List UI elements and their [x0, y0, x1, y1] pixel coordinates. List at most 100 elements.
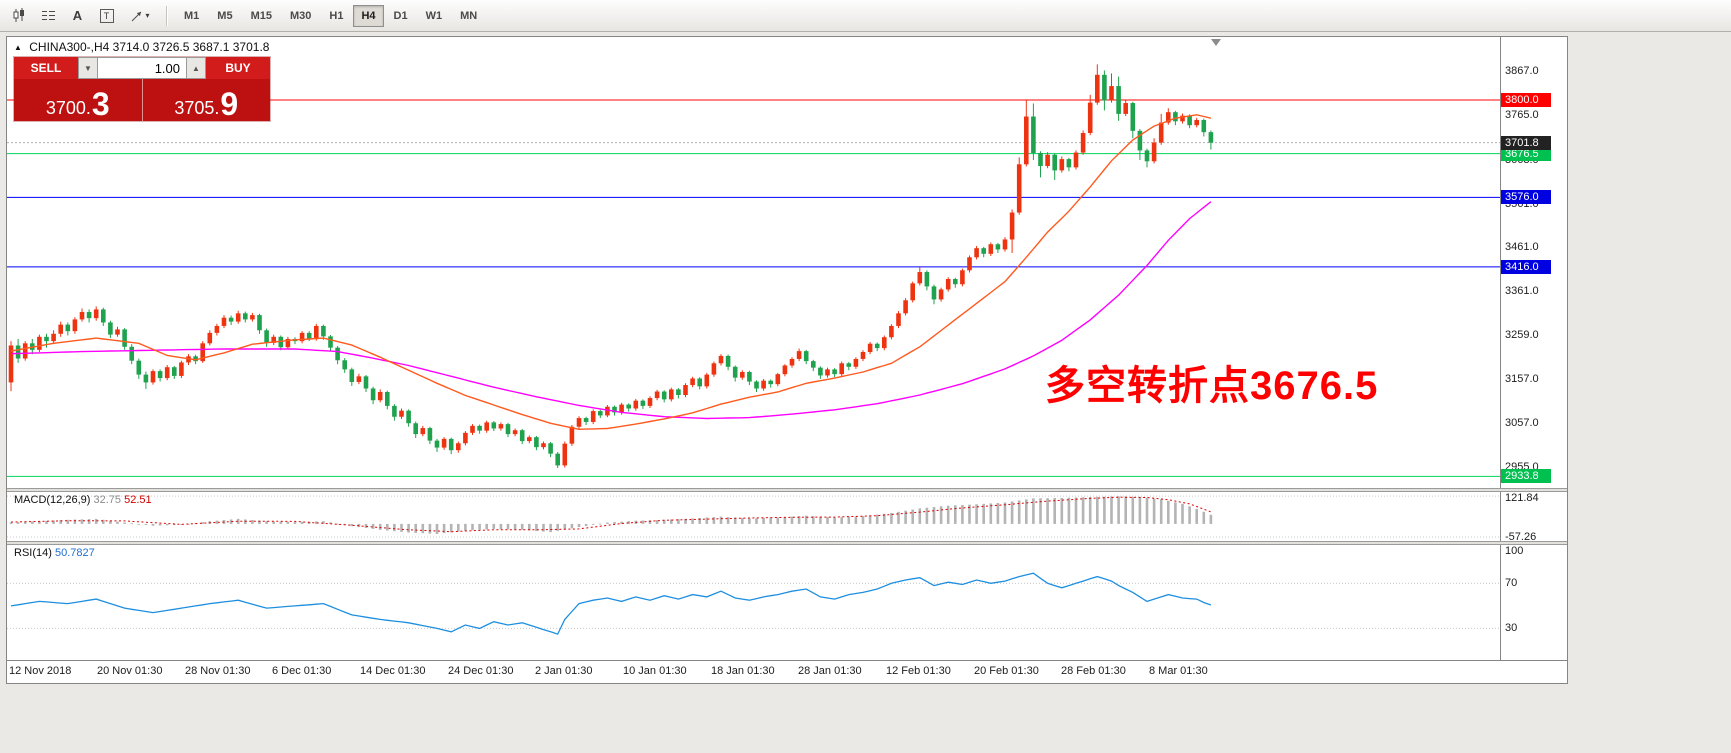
timeframe-M15[interactable]: M15: [250, 9, 272, 22]
timeframe-H1[interactable]: H1: [329, 9, 344, 22]
price-badge: 3416.0: [1501, 259, 1551, 274]
time-axis-label: 28 Jan 01:30: [798, 665, 862, 677]
macd-pane: MACD(12,26,9) 32.75 52.51 121.84 -57.26: [7, 492, 1567, 543]
time-axis-label: 12 Nov 2018: [9, 665, 72, 677]
time-axis-label: 10 Jan 01:30: [623, 665, 687, 677]
toolbar: A T ▾ M1 M5 M15 M30 H1 H4 D1 W1 MN: [0, 0, 1731, 32]
chart-symbol-period: CHINA300-,H4: [29, 40, 110, 54]
chart-ohlc: 3714.0 3726.5 3687.1 3701.8: [112, 40, 270, 54]
candlestick-series: [8, 64, 1214, 469]
line-studies-icon[interactable]: ▾: [122, 4, 158, 28]
timeframe-M1[interactable]: M1: [184, 9, 200, 22]
text-label-glyph: A: [72, 8, 83, 23]
sell-price-pips: 3: [91, 85, 110, 122]
volume-input[interactable]: [98, 57, 186, 79]
axis-tick-label: 121.84: [1505, 492, 1539, 504]
candlestick-chart: [7, 64, 1500, 477]
price-axis[interactable]: 3867.03765.03663.03561.03461.03361.03259…: [1500, 37, 1567, 488]
sell-price-main: 3700.: [45, 98, 91, 118]
chart-annotation: 多空转折点3676.5: [1045, 364, 1379, 408]
ma-fast-line: [10, 114, 1212, 431]
time-axis-label: 24 Dec 01:30: [448, 665, 514, 677]
time-axis-label: 28 Feb 01:30: [1061, 665, 1126, 677]
ma-slow-line: [10, 201, 1212, 420]
time-axis-label: 20 Feb 01:30: [974, 665, 1039, 677]
buy-price-pips: 9: [220, 85, 239, 122]
macd-histogram: [9, 496, 1213, 534]
macd-title: MACD(12,26,9): [14, 494, 91, 506]
chart-end-marker-icon: [1211, 39, 1221, 46]
main-chart-plot[interactable]: ▲ CHINA300-,H4 3714.0 3726.5 3687.1 3701…: [7, 37, 1500, 488]
collapse-chart-icon[interactable]: ▲: [14, 43, 22, 52]
price-badge: 2933.8: [1501, 469, 1551, 484]
text-label-icon[interactable]: A: [64, 4, 91, 28]
rsi-pane: RSI(14) 50.7827 100 70 30: [7, 545, 1567, 660]
buy-button[interactable]: BUY: [206, 57, 270, 79]
axis-tick-label: 3057.0: [1505, 416, 1539, 429]
sell-price[interactable]: 3700. 3: [14, 79, 143, 121]
timeframe-group: M1 M5 M15 M30 H1 H4 D1 W1 MN: [175, 4, 486, 27]
time-axis-label: 18 Jan 01:30: [711, 665, 775, 677]
buy-price-main: 3705.: [174, 98, 220, 118]
macd-signal-value: 52.51: [124, 494, 152, 506]
axis-tick-label: 3259.0: [1505, 329, 1539, 342]
sell-button[interactable]: SELL: [14, 57, 78, 79]
text-box-glyph: T: [99, 8, 114, 23]
price-badge: 3701.8: [1501, 135, 1551, 150]
time-axis[interactable]: 12 Nov 2018 20 Nov 01:30 28 Nov 01:30 6 Dec…: [7, 660, 1567, 683]
chevron-down-icon: ▾: [145, 11, 150, 20]
axis-tick-label: -57.26: [1505, 530, 1537, 543]
timeframe-MN[interactable]: MN: [460, 9, 478, 22]
timeframe-M5[interactable]: M5: [217, 9, 233, 22]
chart-header: ▲ CHINA300-,H4 3714.0 3726.5 3687.1 3701…: [14, 40, 269, 54]
rsi-line: [10, 572, 1212, 635]
time-axis-label: 20 Nov 01:30: [97, 665, 163, 677]
macd-axis[interactable]: 121.84 -57.26: [1500, 492, 1567, 543]
volume-increase-button[interactable]: ▲: [186, 57, 206, 79]
timeframe-M30[interactable]: M30: [289, 9, 312, 22]
volume-decrease-button[interactable]: ▼: [78, 57, 98, 79]
timeframe-W1[interactable]: W1: [425, 9, 443, 22]
timeframe-H4[interactable]: H4: [353, 4, 384, 27]
time-axis-label: 14 Dec 01:30: [360, 665, 426, 677]
rsi-title: RSI(14): [14, 547, 52, 559]
macd-plot[interactable]: MACD(12,26,9) 32.75 52.51: [7, 492, 1500, 541]
workspace: ▲ CHINA300-,H4 3714.0 3726.5 3687.1 3701…: [0, 32, 1731, 752]
time-axis-label: 12 Feb 01:30: [886, 665, 951, 677]
price-badge: 3576.0: [1501, 190, 1551, 205]
price-badge: 3800.0: [1501, 93, 1551, 107]
time-axis-label: 8 Mar 01:30: [1149, 665, 1208, 677]
axis-tick-label: 100: [1505, 545, 1524, 557]
rsi-label: RSI(14) 50.7827: [14, 547, 95, 559]
chart-window: ▲ CHINA300-,H4 3714.0 3726.5 3687.1 3701…: [6, 36, 1568, 684]
axis-tick-label: 3361.0: [1505, 284, 1539, 297]
rsi-plot[interactable]: RSI(14) 50.7827: [7, 545, 1500, 660]
buy-price[interactable]: 3705. 9: [143, 79, 271, 121]
one-click-trade-panel: SELL ▼ ▲ BUY 3700. 3 3705. 9: [14, 57, 270, 121]
time-axis-label: 6 Dec 01:30: [272, 665, 332, 677]
rsi-chart: [7, 572, 1500, 635]
main-chart-pane: ▲ CHINA300-,H4 3714.0 3726.5 3687.1 3701…: [7, 37, 1567, 488]
time-axis-label: 28 Nov 01:30: [185, 665, 251, 677]
macd-signal-line: [10, 496, 1212, 533]
time-axis-label: 2 Jan 01:30: [535, 665, 593, 677]
timeframe-D1[interactable]: D1: [393, 9, 408, 22]
axis-tick-label: 3765.0: [1505, 109, 1539, 122]
toolbar-separator: [166, 5, 167, 26]
macd-main-value: 32.75: [93, 494, 122, 506]
text-box-icon[interactable]: T: [93, 4, 120, 28]
axis-tick-label: 3461.0: [1505, 241, 1539, 254]
axis-tick-label: 30: [1505, 622, 1518, 635]
rsi-axis[interactable]: 100 70 30: [1500, 545, 1567, 660]
axis-tick-label: 3867.0: [1505, 64, 1539, 77]
pane-separator[interactable]: [7, 541, 1567, 545]
indicator-grid-icon[interactable]: [35, 4, 62, 28]
macd-chart: [7, 495, 1500, 538]
pane-separator[interactable]: [7, 488, 1567, 492]
rsi-value: 50.7827: [54, 547, 95, 559]
macd-label: MACD(12,26,9) 32.75 52.51: [14, 494, 152, 506]
axis-tick-label: 3157.0: [1505, 373, 1539, 386]
axis-tick-label: 70: [1505, 577, 1518, 590]
candlestick-chart-icon[interactable]: [6, 4, 33, 28]
price-badge: 3676.5: [1501, 146, 1551, 161]
